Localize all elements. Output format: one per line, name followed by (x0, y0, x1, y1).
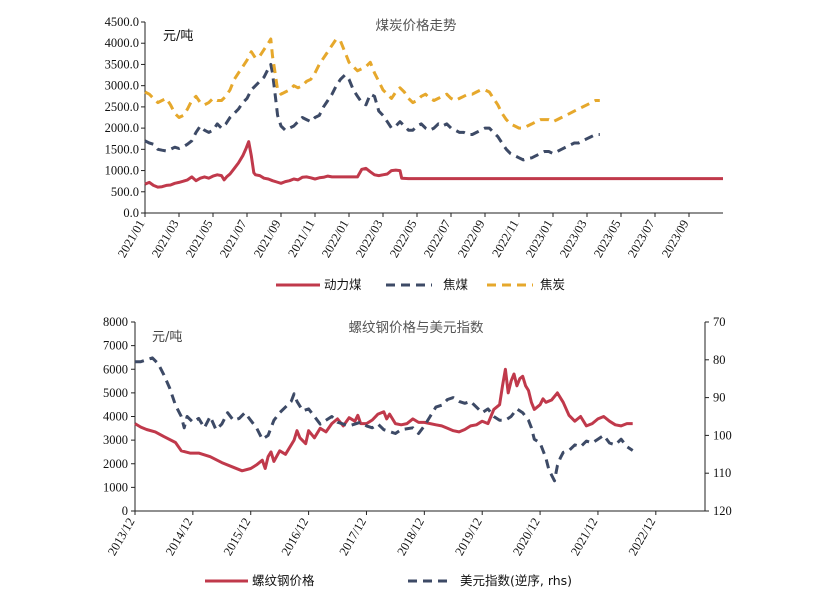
legend: 动力煤 焦煤 焦炭 (276, 277, 565, 292)
x-tick-label: 2023/09 (659, 218, 692, 260)
x-tick-label: 2014/12 (163, 516, 196, 558)
x-tick-label: 2017/12 (336, 516, 369, 558)
x-tick-label: 2019/12 (452, 516, 485, 558)
series-line-0 (134, 367, 633, 473)
x-tick-label: 2015/12 (221, 516, 254, 558)
x-tick-label: 2016/12 (279, 516, 312, 558)
x-tick-label: 2021/05 (183, 218, 216, 260)
legend-label-rebar: 螺纹钢价格 (252, 573, 315, 588)
y-tick-label: 3500.0 (105, 57, 139, 71)
y2-tick-label: 70 (713, 315, 726, 329)
series-line-0 (144, 140, 723, 189)
y-tick-label: 3000.0 (105, 79, 139, 93)
x-tick-label: 2021/09 (251, 218, 284, 260)
x-tick-label: 2022/03 (353, 218, 386, 260)
x-tick-label: 2018/12 (394, 516, 427, 558)
y-tick-label: 8000 (103, 315, 128, 329)
x-tick-label: 2022/09 (455, 218, 488, 260)
x-tick-label: 2022/01 (319, 218, 352, 260)
legend-label-thermal-coal: 动力煤 (324, 277, 362, 292)
x-tick-label: 2021/01 (115, 218, 148, 260)
y-tick-label: 2500.0 (105, 100, 139, 114)
x-tick-label: 2021/03 (149, 218, 182, 260)
x-tick-label: 2021/11 (285, 218, 317, 260)
unit-label: 元/吨 (163, 29, 193, 44)
y2-tick-label: 90 (713, 391, 726, 405)
y-tick-label: 0.0 (123, 206, 139, 220)
unit-label: 元/吨 (152, 330, 182, 345)
y-tick-label: 7000 (103, 339, 128, 353)
x-tick-label: 2023/07 (625, 218, 658, 260)
y-tick-label: 3000 (103, 433, 128, 447)
y2-tick-label: 100 (713, 428, 732, 442)
y-tick-label: 5000 (103, 386, 128, 400)
x-tick-label: 2022/07 (421, 218, 454, 260)
y-tick-label: 4000 (103, 410, 128, 424)
x-tick-label: 2023/03 (557, 218, 590, 260)
x-tick-label: 2022/05 (387, 218, 420, 260)
y-tick-label: 2000.0 (105, 121, 139, 135)
chart-coal-prices: 煤炭价格走势 元/吨 0.0 500.0 1000.0 1500.0 2000.0 250… (105, 15, 723, 292)
legend-label-dxy: 美元指数(逆序, rhs) (460, 573, 572, 588)
chart-rebar-vs-dxy: 螺纹钢价格与美元指数 元/吨 0 1000 2000 3000 4000 5000 6000… (103, 315, 732, 588)
legend: 螺纹钢价格 美元指数(逆序, rhs) (205, 573, 572, 588)
x-tick-label: 2023/01 (523, 218, 556, 260)
legend-label-coke: 焦炭 (540, 277, 565, 292)
y2-tick-label: 80 (713, 353, 726, 367)
y-tick-label: 6000 (103, 362, 128, 376)
chart-title: 螺纹钢价格与美元指数 (349, 320, 484, 336)
x-tick-label: 2023/05 (591, 218, 624, 260)
y-tick-label: 1000.0 (105, 164, 139, 178)
x-tick-label: 2022/12 (626, 516, 659, 558)
series-line-1 (135, 356, 634, 483)
x-tick-label: 2013/12 (105, 516, 138, 558)
y-tick-label: 500.0 (111, 185, 139, 199)
x-tick-label: 2021/12 (568, 516, 601, 558)
y-tick-label: 4000.0 (105, 36, 139, 50)
series-line-2 (144, 37, 600, 130)
y-tick-label: 1500.0 (105, 142, 139, 156)
x-tick-label: 2022/11 (489, 218, 521, 260)
y2-tick-label: 120 (713, 504, 732, 518)
y-tick-label: 2000 (103, 457, 128, 471)
y-tick-label: 1000 (103, 480, 128, 494)
y-tick-label: 0 (122, 504, 128, 518)
series-line-1 (144, 62, 600, 162)
x-tick-label: 2020/12 (510, 516, 543, 558)
chart-title: 煤炭价格走势 (376, 18, 457, 34)
y2-tick-label: 110 (713, 466, 731, 480)
legend-label-coking-coal: 焦煤 (443, 277, 469, 292)
x-tick-label: 2021/07 (217, 218, 250, 260)
y-tick-label: 4500.0 (105, 15, 139, 29)
